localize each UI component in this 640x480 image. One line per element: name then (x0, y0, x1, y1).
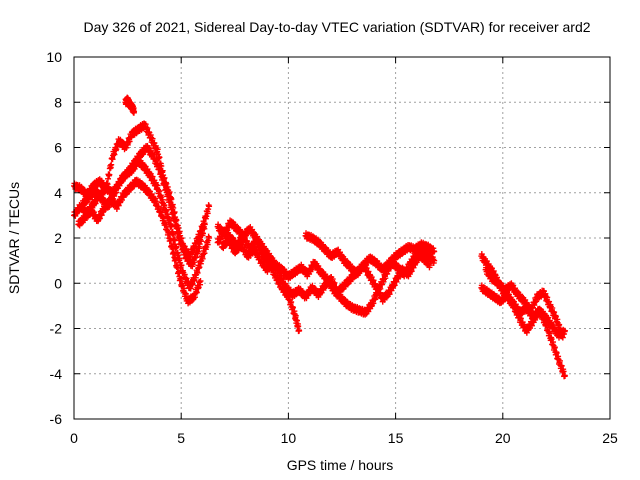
data-point-marker (156, 154, 163, 161)
series-track-i (302, 230, 438, 279)
data-point-marker (206, 203, 213, 210)
data-point-marker (431, 248, 438, 255)
data-point-marker (165, 191, 172, 198)
data-point-marker (167, 237, 174, 244)
data-point-marker (165, 229, 172, 236)
y-tick-label: 10 (46, 49, 62, 65)
data-point-marker (163, 207, 170, 214)
y-tick-label: -2 (50, 321, 63, 337)
y-tick-label: 8 (54, 94, 62, 110)
data-point-marker (173, 225, 180, 232)
data-point-marker (172, 256, 179, 263)
data-point-marker (546, 330, 553, 337)
data-point-marker (159, 175, 166, 182)
data-point-marker (161, 202, 168, 209)
series-track-l (482, 264, 566, 341)
y-tick-label: -6 (50, 411, 63, 427)
data-point-marker (106, 171, 113, 178)
y-tick-label: 6 (54, 140, 62, 156)
data-point-marker (182, 290, 189, 297)
data-point-marker (177, 276, 184, 283)
grid-lines (74, 57, 610, 419)
x-axis-label: GPS time / hours (287, 457, 394, 473)
data-point-marker (193, 254, 200, 261)
data-point-marker (206, 235, 213, 241)
data-point-marker (160, 215, 167, 222)
series-track-c (75, 176, 204, 307)
x-tick-label: 0 (70, 430, 78, 446)
data-point-marker (170, 249, 177, 256)
y-tick-label: 2 (54, 230, 62, 246)
series-track-e (122, 94, 138, 116)
y-axis-label: SDTVAR / TECUs (6, 182, 22, 294)
data-point-marker (103, 186, 110, 193)
data-point-marker (166, 198, 173, 205)
y-tick-label: -4 (50, 366, 63, 382)
axis-ticks (73, 56, 611, 420)
data-point-marker (557, 327, 564, 334)
data-point-marker (170, 232, 177, 239)
data-points (71, 94, 568, 380)
data-point-marker (108, 161, 115, 168)
data-point-marker (156, 187, 163, 194)
x-tick-label: 20 (495, 430, 511, 446)
data-point-marker (170, 209, 177, 216)
series-track-h (218, 235, 438, 305)
data-point-marker (561, 373, 568, 380)
x-tick-label: 25 (602, 430, 618, 446)
data-point-marker (194, 248, 201, 255)
series-track-a (71, 156, 213, 292)
data-point-marker (175, 252, 182, 259)
data-point-marker (196, 264, 203, 271)
x-tick-label: 10 (281, 430, 297, 446)
x-tick-label: 15 (388, 430, 404, 446)
chart-title: Day 326 of 2021, Sidereal Day-to-day VTE… (83, 19, 590, 35)
x-tick-label: 5 (177, 430, 185, 446)
data-point-marker (171, 217, 178, 224)
data-point-marker (197, 277, 204, 284)
data-point-marker (553, 350, 560, 357)
data-point-marker (199, 230, 206, 237)
data-point-marker (201, 250, 208, 257)
data-point-marker (169, 245, 176, 252)
data-point-marker (104, 181, 111, 188)
data-point-marker (558, 362, 565, 369)
y-tick-label: 4 (54, 185, 62, 201)
data-point-marker (289, 304, 296, 311)
data-point-marker (296, 327, 303, 334)
data-point-marker (198, 238, 205, 245)
series-track-d (79, 142, 208, 270)
tick-labels: 0 5 10 15 20 25 -6 -4 -2 0 2 4 6 8 10 (46, 49, 618, 446)
y-tick-label: 0 (54, 275, 62, 291)
data-point-marker (174, 265, 181, 272)
data-point-marker (293, 317, 300, 324)
data-point-marker (431, 257, 438, 264)
data-point-marker (559, 334, 566, 341)
data-point-marker (175, 228, 182, 235)
data-point-marker (131, 108, 138, 115)
data-point-marker (176, 235, 183, 242)
data-point-marker (201, 221, 208, 228)
